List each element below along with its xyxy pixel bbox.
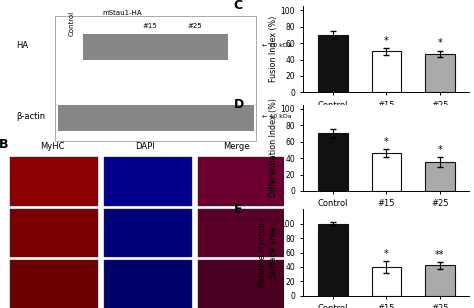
Text: Control: Control bbox=[69, 10, 75, 36]
Text: #25: #25 bbox=[188, 23, 202, 29]
Y-axis label: Relative Myotube
Surface area: Relative Myotube Surface area bbox=[258, 218, 278, 287]
Text: β-actin: β-actin bbox=[16, 112, 45, 121]
Bar bbox=[318, 133, 347, 191]
Text: C: C bbox=[234, 0, 243, 12]
Text: **: ** bbox=[435, 250, 445, 260]
Text: ← 70 kDa: ← 70 kDa bbox=[262, 43, 292, 48]
Bar bbox=[10, 260, 99, 308]
Text: B: B bbox=[0, 138, 9, 151]
Bar bbox=[198, 157, 286, 206]
Text: *: * bbox=[438, 38, 442, 48]
Text: #15: #15 bbox=[143, 23, 157, 29]
Bar bbox=[198, 209, 286, 257]
Bar bbox=[58, 105, 254, 131]
Bar bbox=[372, 153, 401, 191]
Y-axis label: Fusion Index (%): Fusion Index (%) bbox=[269, 16, 278, 83]
Bar bbox=[104, 209, 192, 257]
Bar bbox=[104, 260, 192, 308]
Text: *: * bbox=[384, 249, 389, 259]
Bar bbox=[10, 157, 99, 206]
Text: HA: HA bbox=[16, 41, 28, 50]
Bar bbox=[104, 157, 192, 206]
Bar bbox=[83, 34, 228, 60]
Bar bbox=[372, 51, 401, 92]
Y-axis label: Differentiation Index (%): Differentiation Index (%) bbox=[269, 98, 278, 197]
Text: mStau1-HA: mStau1-HA bbox=[102, 10, 142, 16]
Text: A: A bbox=[0, 0, 9, 3]
Text: *: * bbox=[384, 36, 389, 46]
Text: Merge: Merge bbox=[224, 142, 250, 151]
Bar bbox=[425, 54, 455, 92]
Bar bbox=[10, 209, 99, 257]
Bar bbox=[425, 265, 455, 296]
Bar bbox=[198, 260, 286, 308]
Bar bbox=[425, 162, 455, 191]
Text: *: * bbox=[438, 145, 442, 155]
Text: MyHC: MyHC bbox=[40, 142, 64, 151]
Bar bbox=[318, 35, 347, 92]
Bar bbox=[318, 224, 347, 296]
Bar bbox=[372, 267, 401, 296]
Bar bbox=[55, 16, 256, 141]
Text: *: * bbox=[384, 137, 389, 147]
Text: DAPI: DAPI bbox=[135, 142, 155, 151]
Text: D: D bbox=[234, 98, 244, 111]
Text: ← 40 kDa: ← 40 kDa bbox=[262, 114, 292, 119]
Text: E: E bbox=[234, 203, 242, 216]
